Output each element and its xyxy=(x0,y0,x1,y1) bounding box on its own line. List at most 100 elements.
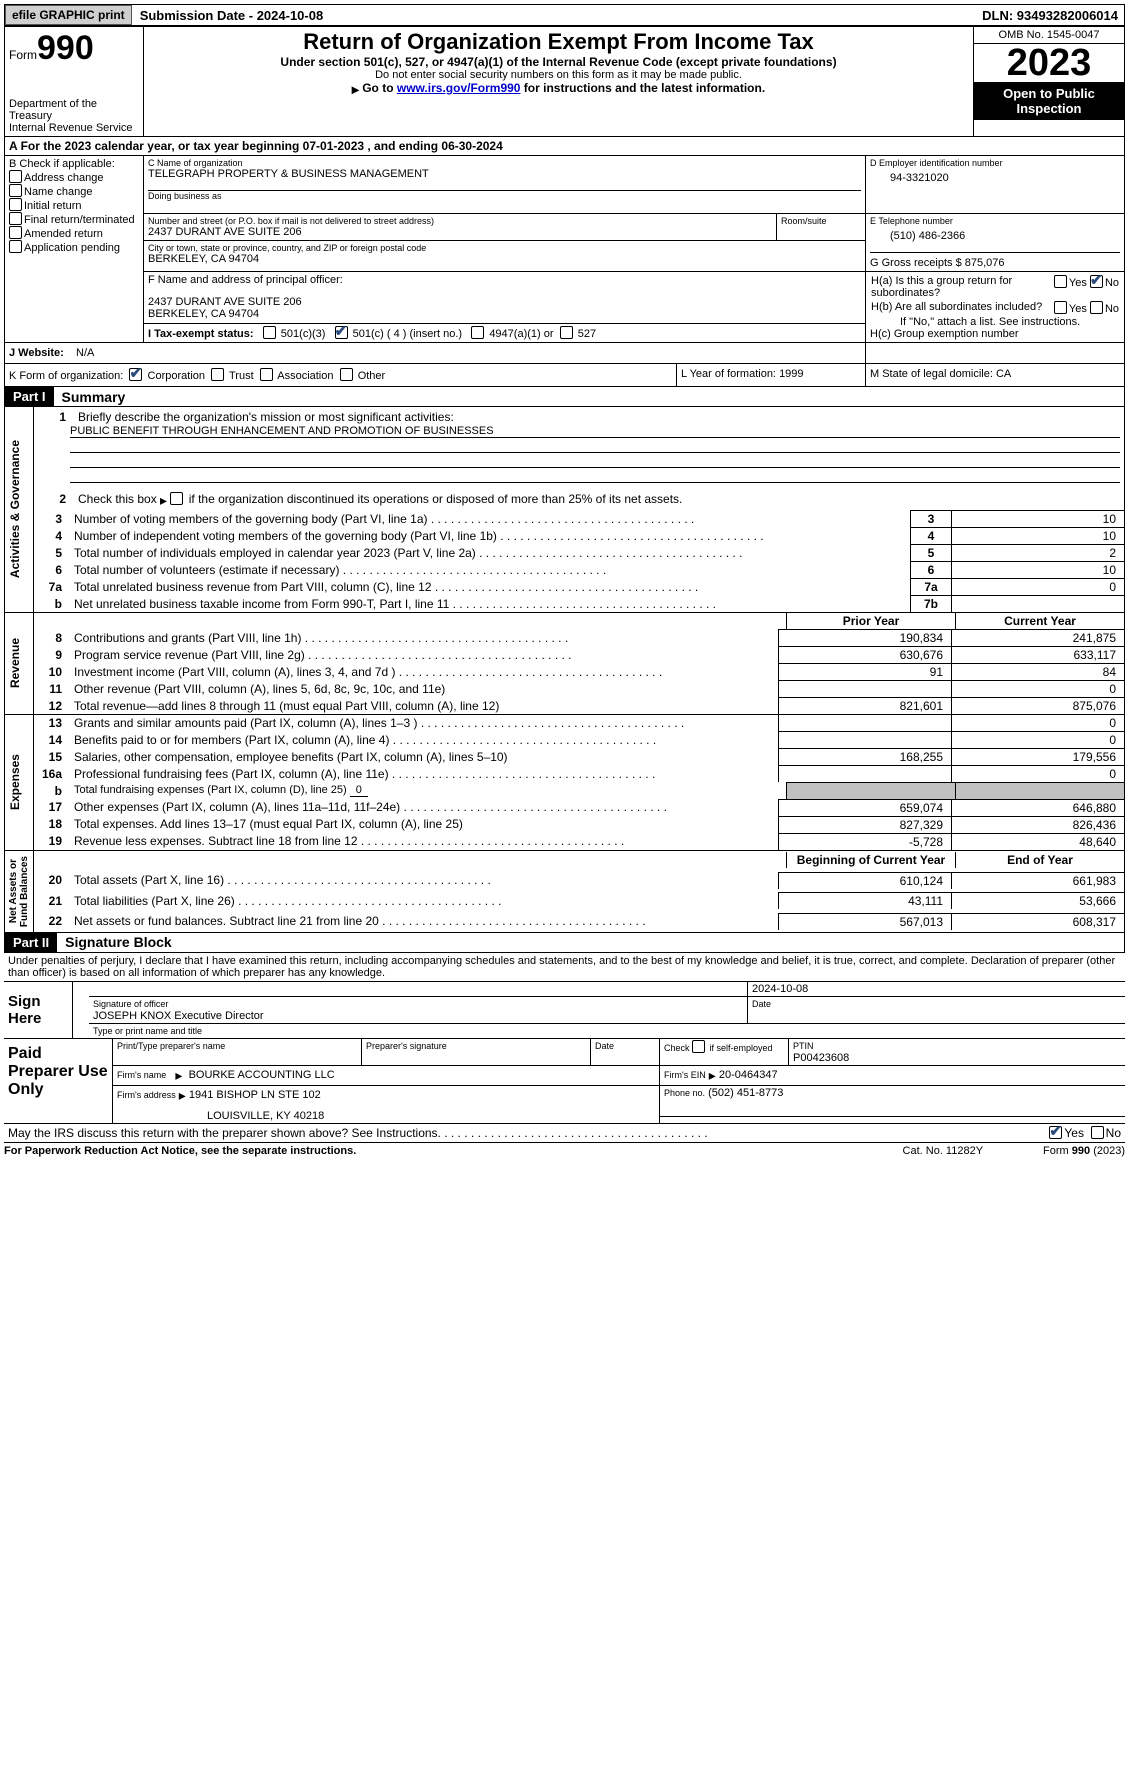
check-527[interactable] xyxy=(560,326,573,339)
year-formation-label: L Year of formation: xyxy=(681,368,776,380)
check-other[interactable] xyxy=(340,368,353,381)
col-boy: Beginning of Current Year xyxy=(787,852,956,868)
discuss-text: May the IRS discuss this return with the… xyxy=(8,1126,1041,1140)
l12-curr: 875,076 xyxy=(952,698,1125,715)
l19-curr: 48,640 xyxy=(952,833,1125,850)
domicile: CA xyxy=(996,368,1011,380)
l16a-curr: 0 xyxy=(952,766,1125,783)
check-self-employed[interactable] xyxy=(692,1040,705,1053)
check-amended-return[interactable]: Amended return xyxy=(9,226,139,240)
summary-table: Activities & Governance 1Briefly describ… xyxy=(4,407,1125,933)
check-initial-return[interactable]: Initial return xyxy=(9,198,139,212)
form-label: Form990 xyxy=(9,29,139,68)
tab-expenses: Expenses xyxy=(6,750,24,814)
firm-ein-label: Firm's EIN xyxy=(664,1070,706,1080)
hc-label: H(c) Group exemption number xyxy=(870,328,1120,340)
l12-prior: 821,601 xyxy=(779,698,952,715)
room-label: Room/suite xyxy=(781,216,861,226)
l11-text: Other revenue (Part VIII, column (A), li… xyxy=(70,681,779,698)
firm-name-label: Firm's name xyxy=(117,1070,166,1080)
hb-yes[interactable] xyxy=(1054,301,1067,314)
l9-text: Program service revenue (Part VIII, line… xyxy=(70,647,779,664)
entity-info-2: J Website: N/A K Form of organization: C… xyxy=(4,343,1125,387)
l16b-prior xyxy=(787,783,956,799)
submission-date: Submission Date - 2024-10-08 xyxy=(134,6,330,25)
org-name-label: C Name of organization xyxy=(148,158,861,168)
hb-no[interactable] xyxy=(1090,301,1103,314)
l9-prior: 630,676 xyxy=(779,647,952,664)
form-subtitle: Under section 501(c), 527, or 4947(a)(1)… xyxy=(148,55,969,69)
ssn-note: Do not enter social security numbers on … xyxy=(148,69,969,81)
l20-eoy: 661,983 xyxy=(952,872,1125,889)
l16b-text: Total fundraising expenses (Part IX, col… xyxy=(70,783,787,799)
l16a-prior xyxy=(779,766,952,783)
website-value: N/A xyxy=(76,347,94,359)
city-value: BERKELEY, CA 94704 xyxy=(148,253,861,265)
check-4947[interactable] xyxy=(471,326,484,339)
discuss-yes[interactable] xyxy=(1049,1126,1062,1139)
l8-curr: 241,875 xyxy=(952,630,1125,647)
l7a-text: Total unrelated business revenue from Pa… xyxy=(70,579,911,596)
box-b-label: B Check if applicable: xyxy=(9,158,139,170)
arrow-icon: ▸ xyxy=(352,81,359,97)
hb-note: If "No," attach a list. See instructions… xyxy=(870,316,1120,328)
l15-text: Salaries, other compensation, employee b… xyxy=(70,749,779,766)
firm-addr-label: Firm's address xyxy=(117,1090,176,1100)
check-501c3[interactable] xyxy=(263,326,276,339)
officer-addr2: BERKELEY, CA 94704 xyxy=(148,308,861,320)
efile-print-button[interactable]: efile GRAPHIC print xyxy=(5,5,132,25)
check-501c[interactable] xyxy=(335,326,348,339)
firm-phone: (502) 451-8773 xyxy=(708,1087,783,1099)
l13-curr: 0 xyxy=(952,715,1125,731)
part2-title: Signature Block xyxy=(57,934,172,950)
l6-text: Total number of volunteers (estimate if … xyxy=(70,562,911,579)
prep-name-label: Print/Type preparer's name xyxy=(117,1041,225,1051)
l10-curr: 84 xyxy=(952,664,1125,681)
l11-prior xyxy=(779,681,952,698)
l7a-val: 0 xyxy=(952,579,1125,596)
ha-yes[interactable] xyxy=(1054,275,1067,288)
l13-prior xyxy=(779,715,952,731)
open-inspection: Open to Public Inspection xyxy=(974,82,1124,120)
check-address-change[interactable]: Address change xyxy=(9,170,139,184)
col-eoy: End of Year xyxy=(956,852,1125,868)
city-label: City or town, state or province, country… xyxy=(148,243,861,253)
website-label: J Website: xyxy=(9,347,64,359)
form-title: Return of Organization Exempt From Incom… xyxy=(148,29,969,55)
l13-text: Grants and similar amounts paid (Part IX… xyxy=(70,715,779,731)
l3-text: Number of voting members of the governin… xyxy=(70,511,911,528)
col-prior: Prior Year xyxy=(787,613,956,629)
street-label: Number and street (or P.O. box if mail i… xyxy=(148,216,772,226)
check-corp[interactable] xyxy=(129,368,142,381)
tab-revenue: Revenue xyxy=(6,634,24,692)
officer-addr1: 2437 DURANT AVE SUITE 206 xyxy=(148,296,861,308)
check-final-return[interactable]: Final return/terminated xyxy=(9,212,139,226)
check-name-change[interactable]: Name change xyxy=(9,184,139,198)
discuss-no[interactable] xyxy=(1091,1126,1104,1139)
mission-text: PUBLIC BENEFIT THROUGH ENHANCEMENT AND P… xyxy=(70,425,1120,438)
officer-name: JOSEPH KNOX Executive Director xyxy=(93,1010,264,1022)
l4-text: Number of independent voting members of … xyxy=(70,528,911,545)
col-current: Current Year xyxy=(956,613,1125,629)
check-application-pending[interactable]: Application pending xyxy=(9,240,139,254)
gross-receipts: G Gross receipts $ 875,076 xyxy=(870,252,1120,269)
mission-blank2 xyxy=(70,453,1120,468)
l18-curr: 826,436 xyxy=(952,816,1125,833)
check-discontinued[interactable] xyxy=(170,492,183,505)
check-assoc[interactable] xyxy=(260,368,273,381)
footer-left: For Paperwork Reduction Act Notice, see … xyxy=(4,1145,356,1157)
part2-header: Part II Signature Block xyxy=(4,933,1125,953)
l16a-text: Professional fundraising fees (Part IX, … xyxy=(70,766,779,783)
prep-date-label: Date xyxy=(595,1041,614,1051)
l16b-curr xyxy=(956,783,1125,799)
irs-link[interactable]: www.irs.gov/Form990 xyxy=(397,81,521,95)
l21-text: Total liabilities (Part X, line 26) xyxy=(70,893,779,910)
phone-label: E Telephone number xyxy=(870,216,1120,226)
footer-right: Form 990 (2023) xyxy=(1043,1145,1125,1157)
ptin-value: P00423608 xyxy=(793,1052,849,1064)
year-formation: 1999 xyxy=(779,368,803,380)
ha-no[interactable] xyxy=(1090,275,1103,288)
check-trust[interactable] xyxy=(211,368,224,381)
mission-blank3 xyxy=(70,468,1120,483)
ein-label: D Employer identification number xyxy=(870,158,1120,168)
